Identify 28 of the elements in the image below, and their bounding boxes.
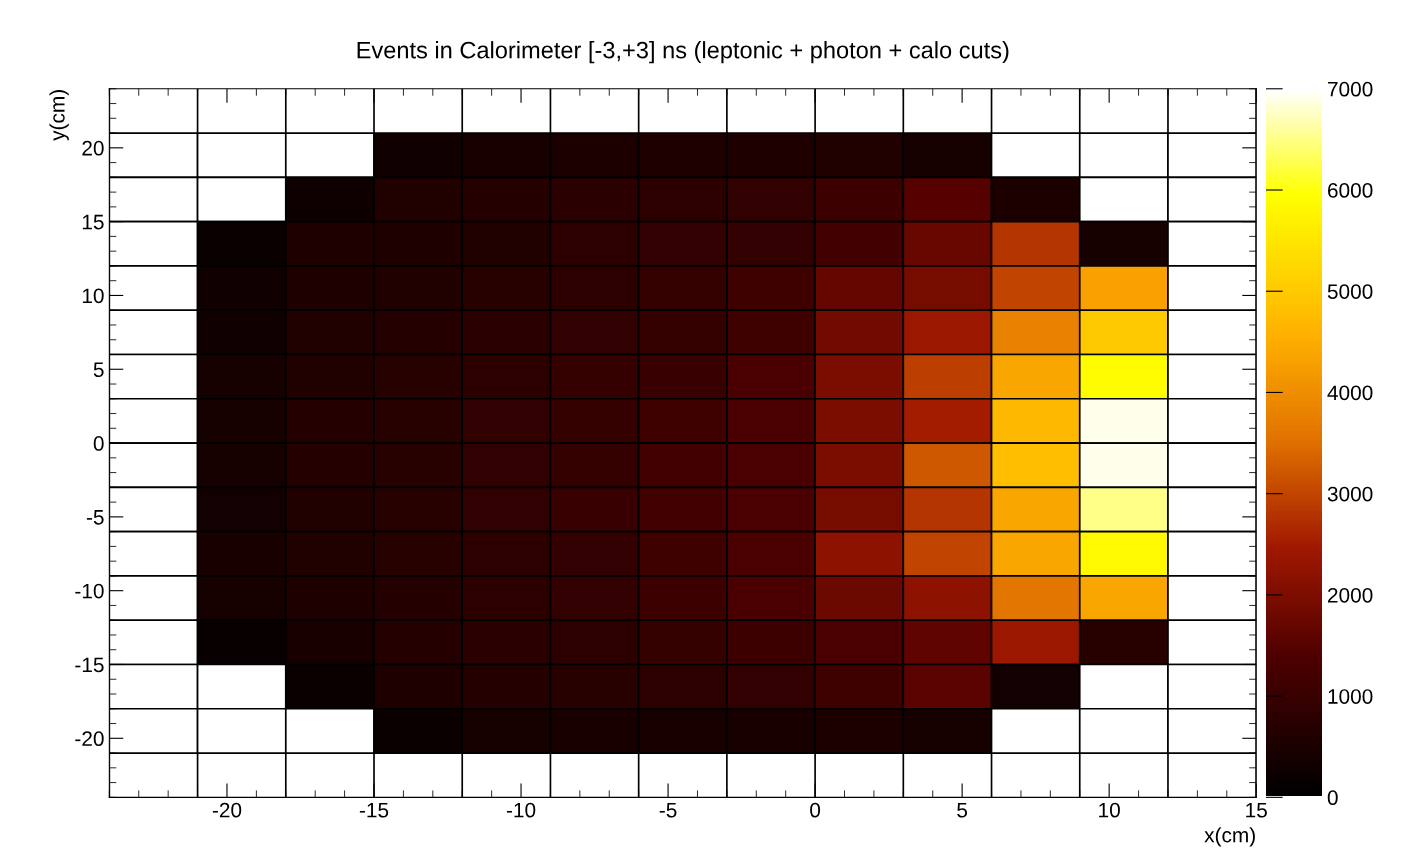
y-tick-label: 20	[82, 140, 104, 156]
x-tick-label: 0	[810, 802, 821, 818]
color-bar-label: 2000	[1328, 587, 1373, 603]
chart-title: Events in Calorimeter [-3,+3] ns (leptonic + photon + calo cuts)	[357, 41, 1009, 64]
color-bar-label: 0	[1327, 790, 1338, 806]
x-tick-label: 15	[1246, 802, 1267, 818]
y-tick-label: 10	[82, 288, 104, 304]
x-tick-label: -5	[659, 802, 677, 818]
y-tick-label: 5	[93, 362, 104, 378]
color-bar-label: 7000	[1328, 81, 1373, 97]
y-tick-label: -5	[86, 510, 104, 525]
y-axis-title: y(cm)	[49, 90, 69, 141]
y-tick-label: -20	[75, 731, 104, 747]
x-tick-label: 10	[1099, 802, 1120, 818]
y-tick-label: 0	[93, 436, 104, 451]
x-tick-label: -15	[359, 802, 389, 818]
x-tick-label: -10	[506, 802, 536, 818]
color-bar-label: 1000	[1328, 689, 1373, 704]
y-tick-label: -15	[75, 657, 104, 673]
y-tick-label: -10	[75, 583, 104, 599]
y-tick-label: 15	[82, 214, 104, 230]
color-bar-label: 3000	[1327, 486, 1373, 502]
color-bar-label: 4000	[1327, 385, 1373, 401]
x-tick-label: -20	[212, 802, 242, 818]
x-axis-title: x(cm)	[1204, 827, 1255, 847]
color-bar-label: 5000	[1327, 284, 1373, 299]
color-bar-label: 6000	[1328, 183, 1373, 198]
x-tick-label: 5	[957, 802, 968, 818]
